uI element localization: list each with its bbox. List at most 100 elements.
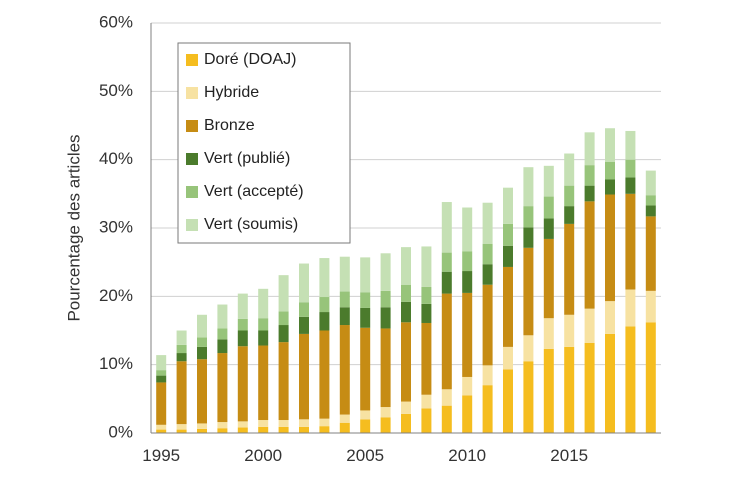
bar-segment: [625, 193, 636, 290]
bar-segment: [503, 187, 513, 224]
bar-segment: [380, 407, 391, 418]
y-axis-title: Pourcentage des articles: [64, 134, 83, 321]
legend-box: [177, 42, 351, 244]
bar-segment: [339, 291, 350, 308]
bar-segment: [258, 288, 269, 319]
bar-segment: [462, 271, 473, 293]
bar-segment: [543, 196, 554, 219]
bar-segment: [380, 328, 391, 408]
legend-label: Hybride: [204, 84, 259, 101]
bar-segment: [645, 195, 656, 206]
bar-segment: [645, 290, 656, 323]
bar-segment: [625, 289, 636, 327]
bar-segment: [523, 206, 534, 228]
bar-segment: [237, 346, 248, 422]
legend-label: Vert (accepté): [204, 183, 304, 200]
bar-segment: [278, 426, 289, 433]
bar-segment: [319, 426, 330, 433]
bar-segment: [278, 420, 289, 427]
y-tick-label: 10%: [99, 354, 133, 373]
bar-segment: [584, 201, 595, 309]
bar-segment: [197, 314, 207, 338]
bar-segment: [584, 185, 595, 202]
bar-segment: [380, 253, 391, 291]
bar-segment: [482, 385, 493, 433]
legend-swatch: [186, 219, 198, 231]
legend-label: Doré (DOAJ): [204, 51, 296, 68]
y-tick-label: 50%: [99, 81, 133, 100]
bar-segment: [605, 333, 615, 433]
bar-segment: [564, 206, 575, 224]
legend-swatch: [186, 54, 198, 66]
bar-segment: [584, 342, 595, 433]
bar-segment: [645, 216, 656, 291]
bar-segment: [401, 322, 411, 402]
x-tick-label: 2010: [448, 446, 486, 465]
bar-segment: [462, 376, 473, 396]
bar-segment: [156, 370, 167, 376]
bar-segment: [258, 330, 269, 346]
bar-segment: [605, 128, 615, 162]
bar-segment: [258, 318, 269, 331]
bar-segment: [197, 423, 207, 429]
bar-segment: [319, 418, 330, 427]
bar-segment: [523, 227, 534, 248]
legend-label: Vert (publié): [204, 150, 290, 167]
bar-segment: [441, 202, 452, 253]
bar-segment: [319, 330, 330, 419]
legend-swatch: [186, 153, 198, 165]
bar-segment: [401, 301, 411, 323]
bar-segment: [584, 308, 595, 343]
bar-segment: [645, 170, 656, 196]
bar-segment: [645, 322, 656, 433]
legend-swatch: [186, 120, 198, 132]
bar-segment: [605, 161, 615, 180]
bar-segment: [462, 207, 473, 252]
bar-segment: [197, 346, 207, 360]
bar-segment: [299, 316, 309, 334]
bar-segment: [197, 359, 207, 424]
bar-segment: [523, 167, 534, 207]
bar-segment: [421, 286, 432, 304]
x-tick-label: 2005: [346, 446, 384, 465]
bar-segment: [605, 194, 615, 302]
bar-segment: [543, 318, 554, 349]
bar-segment: [605, 179, 615, 195]
bar-segment: [401, 401, 411, 414]
bar-segment: [421, 303, 432, 323]
bar-segment: [503, 245, 513, 267]
bar-segment: [237, 293, 248, 319]
bar-segment: [360, 257, 371, 293]
bar-segment: [360, 327, 371, 411]
bar-segment: [401, 284, 411, 302]
bar-segment: [156, 429, 167, 433]
x-tick-label: 1995: [142, 446, 180, 465]
bar-segment: [278, 311, 289, 326]
bar-segment: [237, 330, 248, 347]
bar-segment: [543, 165, 554, 197]
bar-segment: [319, 297, 330, 313]
bar-segment: [176, 424, 187, 430]
bar-segment: [462, 395, 473, 433]
bar-segment: [278, 342, 289, 421]
y-tick-label: 20%: [99, 286, 133, 305]
y-tick-labels: 0% 10% 20% 30% 40% 50% 60%: [99, 12, 133, 441]
bar-segment: [523, 361, 534, 433]
bar-segment: [482, 284, 493, 366]
bar-segment: [299, 302, 309, 317]
bar-segment: [237, 421, 248, 428]
bar-segment: [503, 369, 513, 433]
bar-segment: [176, 344, 187, 354]
bar-segment: [258, 426, 269, 433]
bar-segment: [156, 375, 167, 383]
bar-segment: [503, 223, 513, 246]
bar-segment: [625, 326, 636, 433]
bar-segment: [503, 346, 513, 370]
bar-segment: [237, 427, 248, 433]
bar-segment: [625, 130, 636, 160]
bar-segment: [299, 263, 309, 303]
x-tick-labels: 1995 2000 2005 2010 2015: [142, 446, 588, 465]
bar-segment: [278, 275, 289, 312]
x-tick-label: 2015: [550, 446, 588, 465]
legend-swatch: [186, 87, 198, 99]
